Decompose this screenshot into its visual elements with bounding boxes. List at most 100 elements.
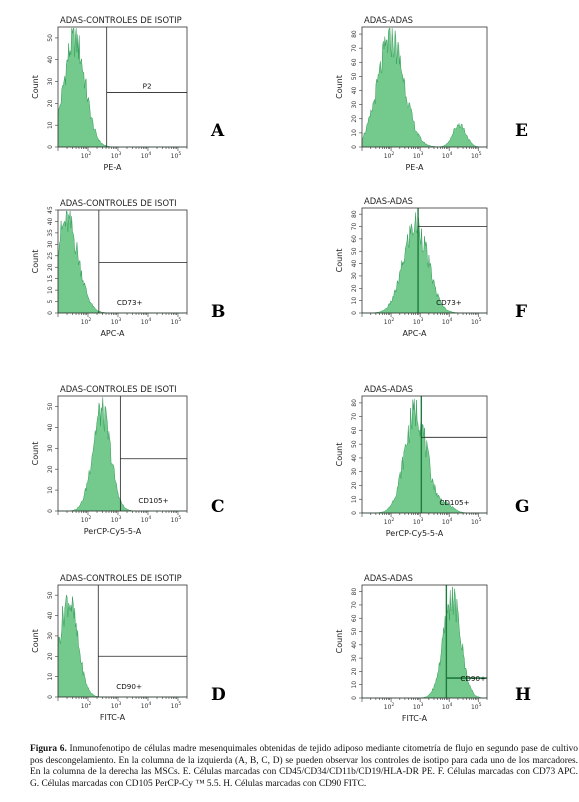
y-tick-label: 50 xyxy=(351,628,358,636)
x-tick-label: 105 xyxy=(471,702,482,711)
y-tick-label: 20 xyxy=(47,652,54,660)
y-tick-label: 10 xyxy=(47,673,54,681)
x-tick-label: 102 xyxy=(81,515,92,524)
y-tick-label: 30 xyxy=(351,101,358,109)
x-tick-label: 105 xyxy=(171,151,182,160)
y-tick-label: 60 xyxy=(351,235,358,243)
histogram-series xyxy=(58,397,187,512)
y-tick-label: 5 xyxy=(47,299,54,303)
x-tick-label: 102 xyxy=(384,317,395,326)
y-tick-label: 10 xyxy=(351,681,358,689)
panel-d: ADAS-CONTROLES DE ISOTIP CD90+ 0 10 20 30 40 50… xyxy=(31,573,226,722)
histogram-series xyxy=(361,212,487,314)
gate-label: P2 xyxy=(143,81,152,90)
x-tick-label: 102 xyxy=(384,517,395,526)
panel-b: ADAS-CONTROLES DE ISOTI CD73+ 0 5 10 15 20 25 30… xyxy=(31,198,225,338)
y-tick-label: 0 xyxy=(47,145,54,149)
plot-frame xyxy=(361,26,488,148)
y-tick-label: 20 xyxy=(351,667,358,675)
gate-label: CD73+ xyxy=(436,298,462,307)
y-axis-label: Count xyxy=(335,630,344,654)
y-tick-label: 0 xyxy=(47,509,54,513)
panel-a: ADAS-CONTROLES DE ISOTIP P2 0 10 20 30 40 50 Cou… xyxy=(31,15,225,172)
x-tick-label: 102 xyxy=(81,701,92,710)
panel-title: ADAS-CONTROLES DE ISOTI xyxy=(60,384,177,394)
y-tick-label: 50 xyxy=(351,72,358,80)
x-axis-label: APC-A xyxy=(402,329,427,338)
x-tick-label: 105 xyxy=(171,515,182,524)
y-tick-label: 50 xyxy=(47,34,54,42)
y-tick-label: 10 xyxy=(351,129,358,137)
y-tick-label: 60 xyxy=(351,58,358,66)
panel-letter: G xyxy=(515,497,530,517)
x-tick-label: 103 xyxy=(413,702,424,711)
panel-f: ADAS-ADAS CD73+ 0 10 20 30 40 50 60 70 80 Count 102 1… xyxy=(335,196,527,338)
x-tick-label: 104 xyxy=(141,151,152,160)
y-tick-label: 10 xyxy=(351,495,358,503)
y-tick-label: 30 xyxy=(47,444,54,452)
gate-label: CD73+ xyxy=(117,298,143,307)
y-tick-label: 80 xyxy=(351,399,358,407)
panel-letter: F xyxy=(515,302,527,322)
plot-frame xyxy=(361,395,488,514)
plot-frame xyxy=(361,584,488,699)
x-tick-label: 105 xyxy=(171,317,182,326)
y-tick-label: 60 xyxy=(351,614,358,622)
x-tick-label: 104 xyxy=(141,701,152,710)
histogram-series xyxy=(362,398,487,514)
x-tick-label: 105 xyxy=(471,517,482,526)
x-tick-label: 105 xyxy=(171,701,182,710)
y-tick-label: 30 xyxy=(47,240,54,248)
plot-frame xyxy=(57,26,188,148)
caption-text: Inmunofenotipo de células madre mesenqui… xyxy=(30,744,578,789)
panel-h: ADAS-ADAS CD90+ 0 10 20 30 40 50 60 70 80 Count 102 1… xyxy=(335,573,531,723)
x-axis-label: PE-A xyxy=(405,163,424,172)
x-axis-label: FITC-A xyxy=(100,713,126,722)
y-tick-label: 50 xyxy=(47,591,54,599)
y-tick-label: 30 xyxy=(351,272,358,280)
y-tick-label: 40 xyxy=(47,56,54,64)
panel-c: ADAS-CONTROLES DE ISOTI CD105+ 0 10 20 30 40 50… xyxy=(31,384,225,536)
y-tick-label: 30 xyxy=(351,654,358,662)
y-tick-label: 80 xyxy=(351,30,358,38)
y-tick-label: 40 xyxy=(47,612,54,620)
x-tick-label: 103 xyxy=(111,701,122,710)
plot-frame xyxy=(57,209,188,314)
y-tick-label: 0 xyxy=(351,511,358,515)
x-tick-label: 103 xyxy=(111,515,122,524)
y-tick-label: 10 xyxy=(47,486,54,494)
y-tick-label: 20 xyxy=(351,284,358,292)
x-tick-label: 102 xyxy=(81,317,92,326)
y-tick-label: 70 xyxy=(351,413,358,421)
histogram-series xyxy=(57,27,187,148)
figure-caption: Figura 6. Inmunofenotipo de células madr… xyxy=(30,744,578,790)
x-tick-label: 104 xyxy=(141,317,152,326)
panel-title: ADAS-ADAS xyxy=(364,384,413,394)
y-tick-label: 10 xyxy=(351,297,358,305)
flow-cytometry-figure: ADAS-CONTROLES DE ISOTIPP201020304050Cou… xyxy=(31,15,531,723)
x-tick-label: 103 xyxy=(413,517,424,526)
x-tick-label: 102 xyxy=(384,151,395,160)
y-tick-label: 0 xyxy=(351,696,358,700)
x-axis-label: FITC-A xyxy=(402,714,428,723)
y-tick-label: 20 xyxy=(47,99,54,107)
y-tick-label: 0 xyxy=(351,145,358,149)
y-tick-label: 40 xyxy=(351,454,358,462)
y-tick-label: 60 xyxy=(351,426,358,434)
gate-label: CD90+ xyxy=(460,674,486,683)
y-tick-label: 10 xyxy=(47,121,54,129)
y-tick-label: 0 xyxy=(47,311,54,315)
y-tick-label: 20 xyxy=(351,115,358,123)
x-tick-label: 104 xyxy=(442,517,453,526)
y-tick-label: 10 xyxy=(47,286,54,294)
plot-frame xyxy=(57,584,188,698)
y-tick-label: 40 xyxy=(47,217,54,225)
x-axis-label: PE-A xyxy=(103,163,122,172)
y-tick-label: 20 xyxy=(47,465,54,473)
y-tick-label: 30 xyxy=(47,632,54,640)
panel-letter: H xyxy=(515,685,531,705)
caption-label: Figura 6. xyxy=(30,744,67,754)
y-axis-label: Count xyxy=(335,443,344,467)
y-axis-label: Count xyxy=(31,75,40,99)
y-axis-label: Count xyxy=(335,249,344,273)
